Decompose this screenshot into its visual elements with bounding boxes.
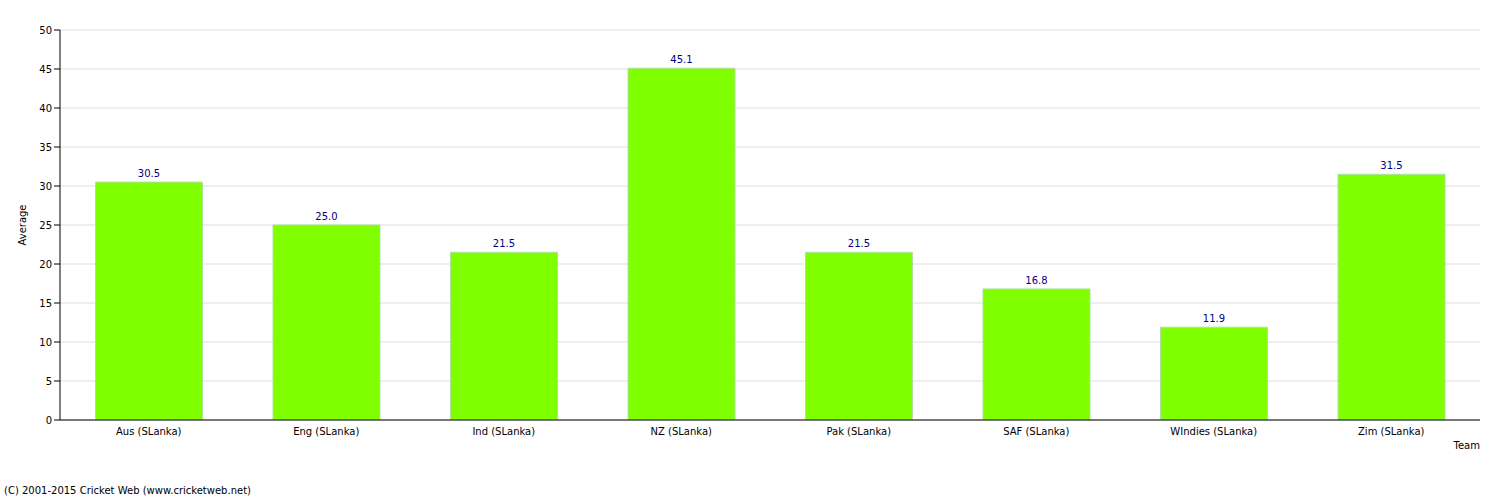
svg-text:45: 45 [39, 64, 52, 75]
svg-text:25.0: 25.0 [315, 211, 337, 222]
svg-text:21.5: 21.5 [493, 238, 515, 249]
svg-text:Zim (SLanka): Zim (SLanka) [1358, 426, 1425, 437]
svg-text:16.8: 16.8 [1025, 275, 1047, 286]
svg-text:25: 25 [39, 220, 52, 231]
svg-text:SAF (SLanka): SAF (SLanka) [1003, 426, 1069, 437]
svg-text:WIndies (SLanka): WIndies (SLanka) [1170, 426, 1257, 437]
svg-text:50: 50 [39, 25, 52, 36]
svg-text:Aus (SLanka): Aus (SLanka) [116, 426, 182, 437]
svg-text:Ind (SLanka): Ind (SLanka) [472, 426, 535, 437]
svg-text:20: 20 [39, 259, 52, 270]
svg-text:11.9: 11.9 [1203, 313, 1225, 324]
svg-text:0: 0 [46, 415, 52, 426]
svg-text:21.5: 21.5 [848, 238, 870, 249]
svg-text:35: 35 [39, 142, 52, 153]
html-text:(C) 2001-2015 Cricket Web (www: (C) 2001-2015 Cricket Web (www.cricketwe… [4, 485, 251, 496]
svg-text:Average: Average [17, 204, 28, 245]
svg-text:40: 40 [39, 103, 52, 114]
svg-text:45.1: 45.1 [670, 54, 692, 65]
svg-text:31.5: 31.5 [1380, 160, 1402, 171]
svg-text:15: 15 [39, 298, 52, 309]
svg-text:Pak (SLanka): Pak (SLanka) [826, 426, 891, 437]
svg-text:NZ (SLanka): NZ (SLanka) [651, 426, 713, 437]
svg-text:30: 30 [39, 181, 52, 192]
svg-text:30.5: 30.5 [138, 168, 160, 179]
svg-text:Eng (SLanka): Eng (SLanka) [293, 426, 359, 437]
svg-text:10: 10 [39, 337, 52, 348]
html-text:Team: Team [1453, 440, 1480, 451]
svg-text:5: 5 [46, 376, 52, 387]
